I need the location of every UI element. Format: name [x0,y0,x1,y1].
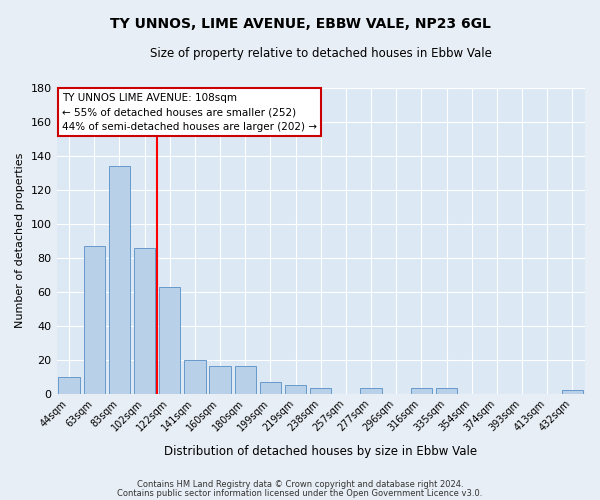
Bar [310,388,331,394]
Bar [134,248,155,394]
Bar [83,246,105,394]
Text: TY UNNOS LIME AVENUE: 108sqm
← 55% of detached houses are smaller (252)
44% of s: TY UNNOS LIME AVENUE: 108sqm ← 55% of de… [62,92,317,132]
Bar [411,388,432,394]
Bar [58,376,80,394]
Y-axis label: Number of detached properties: Number of detached properties [15,153,25,328]
Bar [361,388,382,394]
Bar [285,385,307,394]
Text: TY UNNOS, LIME AVENUE, EBBW VALE, NP23 6GL: TY UNNOS, LIME AVENUE, EBBW VALE, NP23 6… [110,18,490,32]
X-axis label: Distribution of detached houses by size in Ebbw Vale: Distribution of detached houses by size … [164,444,478,458]
Bar [209,366,231,394]
Bar [184,360,206,394]
Bar [436,388,457,394]
Bar [260,382,281,394]
Text: Contains HM Land Registry data © Crown copyright and database right 2024.: Contains HM Land Registry data © Crown c… [137,480,463,489]
Bar [562,390,583,394]
Bar [235,366,256,394]
Text: Contains public sector information licensed under the Open Government Licence v3: Contains public sector information licen… [118,489,482,498]
Title: Size of property relative to detached houses in Ebbw Vale: Size of property relative to detached ho… [150,48,492,60]
Bar [159,286,181,394]
Bar [109,166,130,394]
